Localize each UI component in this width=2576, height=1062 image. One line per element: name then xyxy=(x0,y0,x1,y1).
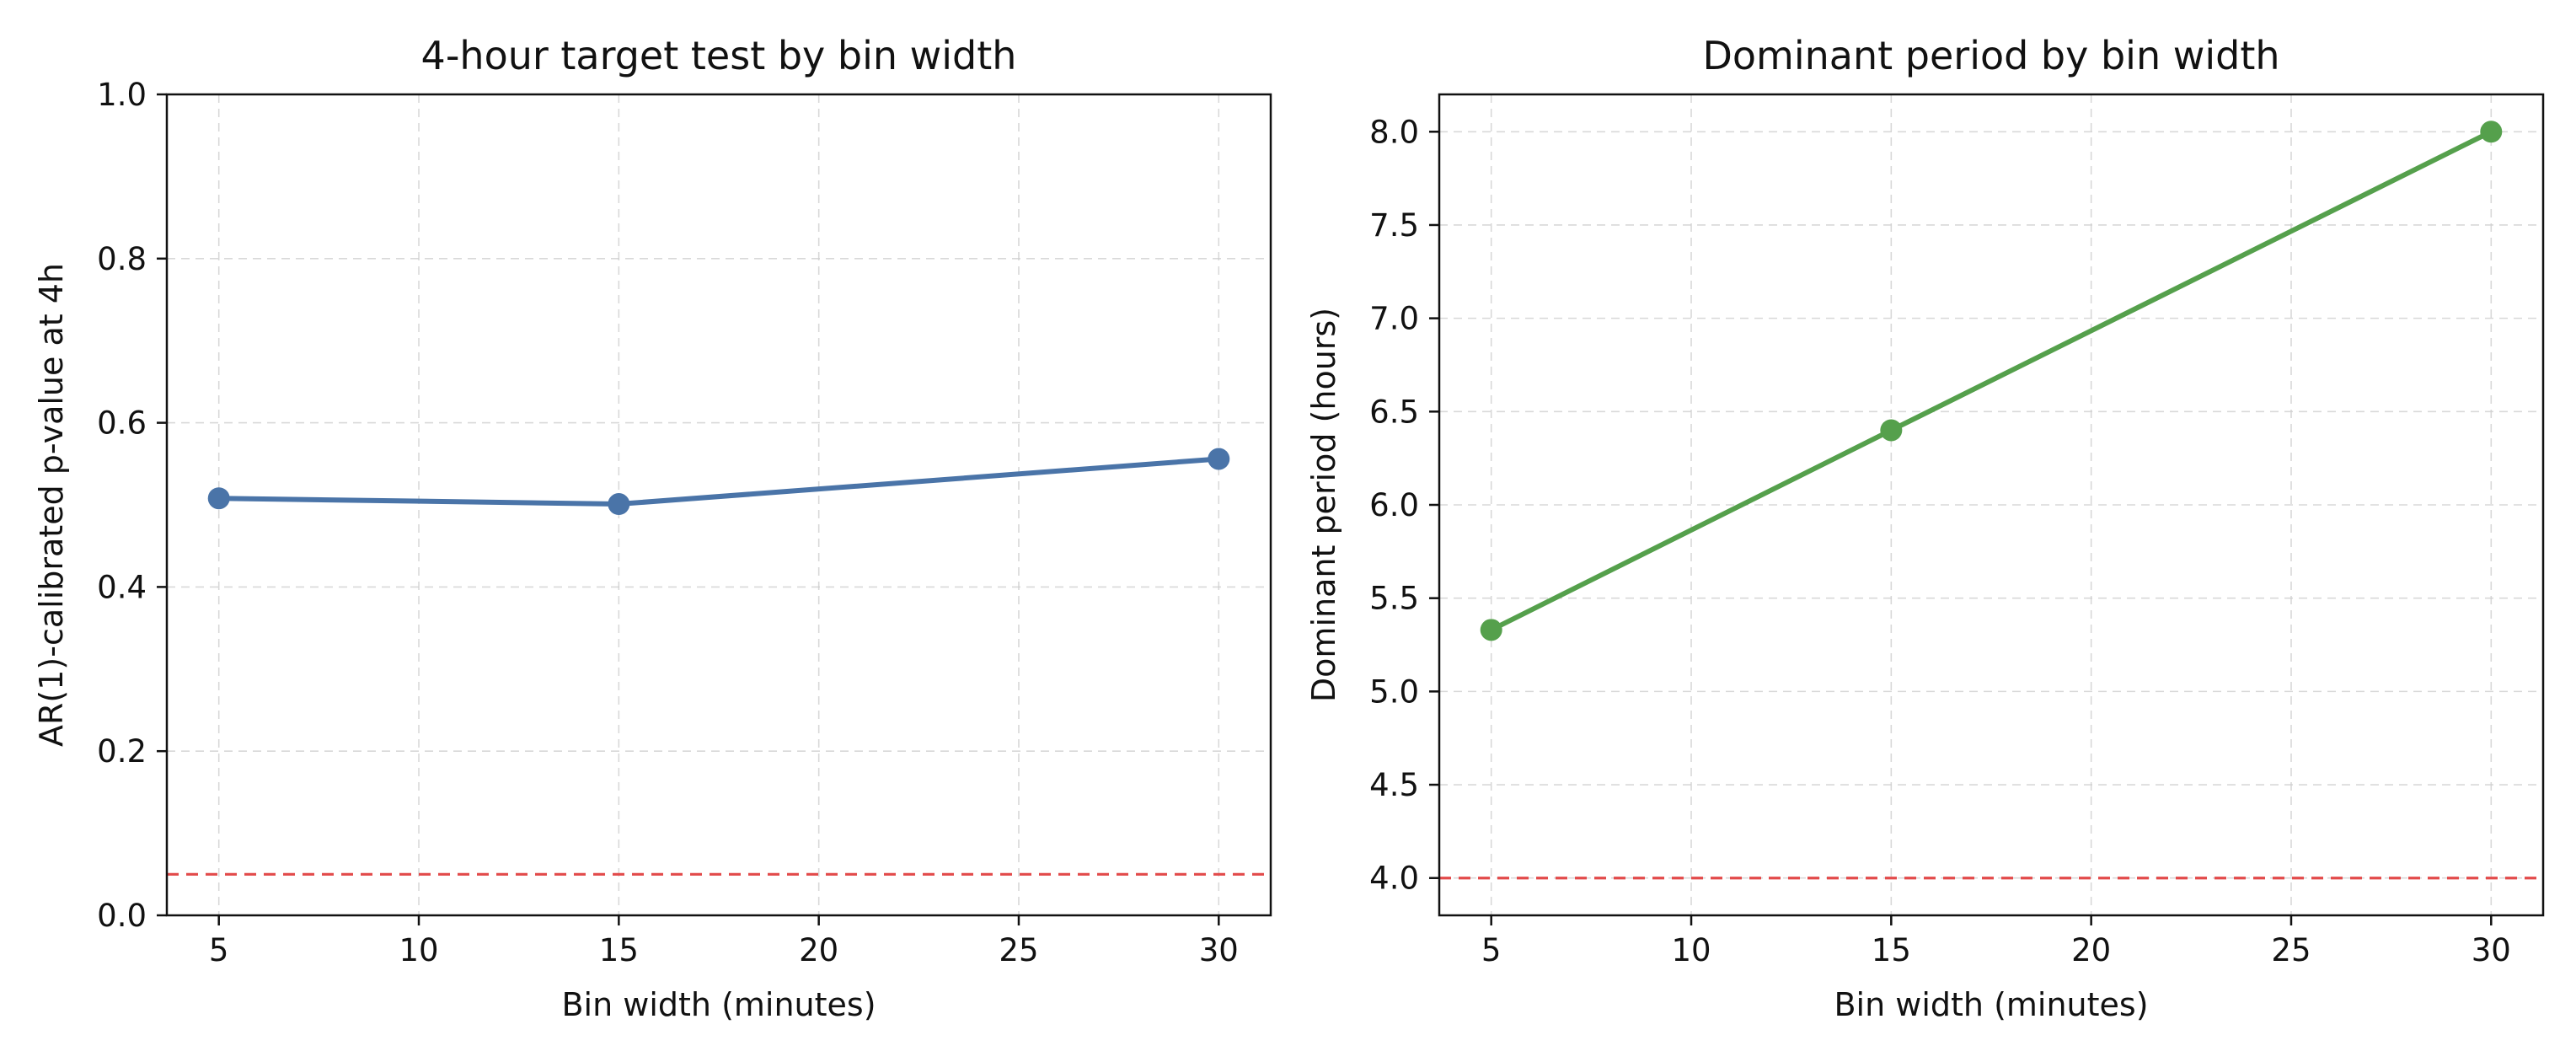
right-chart-panel: Dominant period by bin width Bin width (… xyxy=(1305,33,2545,1023)
right-y-tick-label: 6.5 xyxy=(1369,394,1419,430)
right-x-tick-label: 5 xyxy=(1481,932,1502,968)
right-gridlines xyxy=(1439,94,2543,915)
left-x-tick-label: 20 xyxy=(799,932,838,968)
right-y-tick-label: 5.5 xyxy=(1369,581,1419,617)
right-x-tick-label: 20 xyxy=(2071,932,2111,968)
left-data-point xyxy=(608,493,630,516)
left-chart-panel: 4-hour target test by bin width Bin widt… xyxy=(33,33,1272,1023)
right-y-tick-label: 4.0 xyxy=(1369,861,1419,897)
left-x-tick-label: 10 xyxy=(399,932,438,968)
right-x-tick-label: 30 xyxy=(2472,932,2511,968)
left-x-tick-label: 30 xyxy=(1199,932,1239,968)
left-chart-title: 4-hour target test by bin width xyxy=(421,33,1017,78)
left-x-tick-label: 15 xyxy=(599,932,639,968)
left-y-tick-label: 0.4 xyxy=(97,569,147,605)
right-y-tick-label: 4.5 xyxy=(1369,767,1419,803)
left-gridlines xyxy=(167,94,1271,916)
right-x-axis-label: Bin width (minutes) xyxy=(1834,986,2148,1023)
right-data-point xyxy=(2480,121,2503,143)
left-x-tick-label: 5 xyxy=(209,932,229,968)
left-y-tick-label: 0.8 xyxy=(97,241,147,277)
left-y-tick-label: 0.2 xyxy=(97,733,147,770)
right-y-axis-label: Dominant period (hours) xyxy=(1305,308,1342,702)
left-x-axis-label: Bin width (minutes) xyxy=(561,986,876,1023)
right-data-point xyxy=(1480,619,1502,641)
right-data-point xyxy=(1880,419,1903,442)
right-y-tick-label: 8.0 xyxy=(1369,114,1419,150)
left-data-point xyxy=(1208,448,1230,470)
right-x-tick-label: 15 xyxy=(1872,932,1911,968)
right-y-tick-label: 7.5 xyxy=(1369,207,1419,244)
left-series-line xyxy=(216,456,1222,507)
left-x-tick-label: 25 xyxy=(999,932,1038,968)
left-y-tick-label: 1.0 xyxy=(97,77,147,113)
right-chart-title: Dominant period by bin width xyxy=(1702,33,2279,78)
right-series-line xyxy=(1488,129,2494,633)
left-y-tick-label: 0.0 xyxy=(97,898,147,934)
left-y-axis-label: AR(1)-calibrated p-value at 4h xyxy=(33,263,70,747)
right-x-tick-label: 10 xyxy=(1671,932,1711,968)
right-y-tick-label: 7.0 xyxy=(1369,301,1419,337)
left-y-tick-label: 0.6 xyxy=(97,405,147,442)
right-x-tick-label: 25 xyxy=(2271,932,2311,968)
left-plot-frame xyxy=(165,93,1272,917)
left-data-point xyxy=(207,487,230,510)
right-y-tick-label: 5.0 xyxy=(1369,673,1419,710)
right-y-tick-label: 6.0 xyxy=(1369,487,1419,523)
